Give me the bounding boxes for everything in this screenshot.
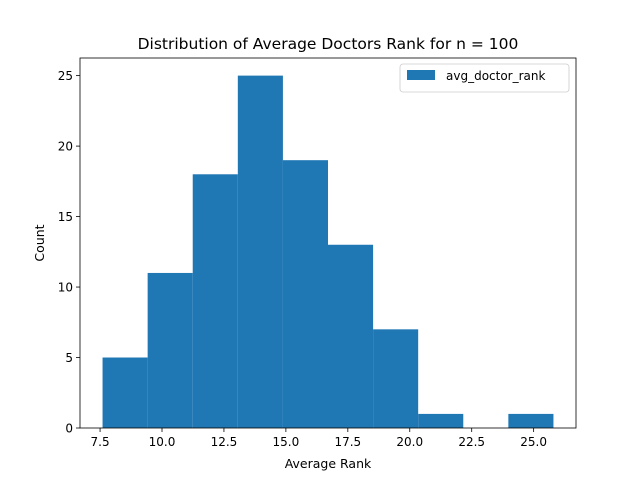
x-tick-label: 10.0 — [149, 435, 176, 449]
y-tick-label: 0 — [65, 422, 73, 436]
legend-label-avg-doctor-rank: avg_doctor_rank — [446, 69, 546, 83]
histogram-bar — [282, 160, 328, 428]
y-tick-label: 15 — [58, 210, 73, 224]
y-tick-label: 20 — [58, 140, 73, 154]
plot-area-frame — [79, 57, 577, 429]
legend-swatch-avg-doctor-rank — [407, 70, 435, 80]
histogram-bar — [328, 244, 374, 428]
x-tick-label: 20.0 — [396, 435, 423, 449]
y-tick-label: 10 — [58, 281, 73, 295]
histogram-bar — [102, 357, 148, 428]
x-tick-label: 25.0 — [520, 435, 547, 449]
y-axis-label: Count — [32, 224, 47, 261]
y-axis: 0 5 10 15 20 25 — [58, 69, 80, 436]
histogram-bar — [237, 75, 283, 429]
histogram-bar — [418, 413, 464, 428]
histogram-bar — [508, 413, 554, 428]
histogram-bar — [373, 329, 419, 428]
y-tick-label: 25 — [58, 69, 73, 83]
x-axis-label: Average Rank — [285, 456, 372, 471]
histogram-bars — [102, 75, 554, 429]
legend: avg_doctor_rank — [399, 63, 570, 93]
legend-box — [399, 63, 570, 93]
x-tick-label: 12.5 — [211, 435, 238, 449]
x-tick-label: 7.5 — [91, 435, 110, 449]
histogram-bar — [192, 174, 238, 428]
histogram-bar — [147, 272, 193, 428]
x-tick-label: 22.5 — [458, 435, 485, 449]
chart-title: Distribution of Average Doctors Rank for… — [138, 35, 519, 53]
y-tick-label: 5 — [65, 351, 73, 365]
x-tick-label: 17.5 — [334, 435, 361, 449]
x-tick-label: 15.0 — [273, 435, 300, 449]
x-axis: 7.5 10.0 12.5 15.0 17.5 20.0 22.5 25.0 — [91, 428, 547, 449]
